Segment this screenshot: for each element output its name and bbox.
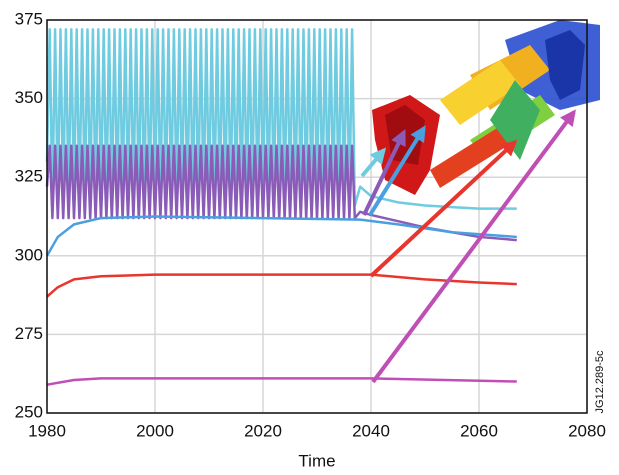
- arrows: [360, 109, 576, 384]
- y-tick-label: 350: [15, 88, 43, 107]
- x-tick-label: 2020: [244, 421, 282, 440]
- y-tick-label: 250: [15, 402, 43, 421]
- series-line: [46, 377, 517, 386]
- series-line: [46, 273, 517, 298]
- figure-id: JG12.289-5c: [594, 350, 606, 413]
- x-tick-label: 2060: [460, 421, 498, 440]
- x-tick-label: 2080: [568, 421, 606, 440]
- x-tick-label: 2000: [136, 421, 174, 440]
- y-tick-label: 300: [15, 245, 43, 264]
- y-tick-label: 275: [15, 324, 43, 343]
- y-tick-label: 325: [15, 167, 43, 186]
- x-tick-label: 1980: [28, 421, 66, 440]
- plot-frame: [46, 19, 588, 414]
- x-tick-label: 2040: [352, 421, 390, 440]
- y-tick-label: 375: [15, 9, 43, 28]
- x-axis-label: Time: [298, 451, 335, 470]
- series-line: [45, 144, 517, 242]
